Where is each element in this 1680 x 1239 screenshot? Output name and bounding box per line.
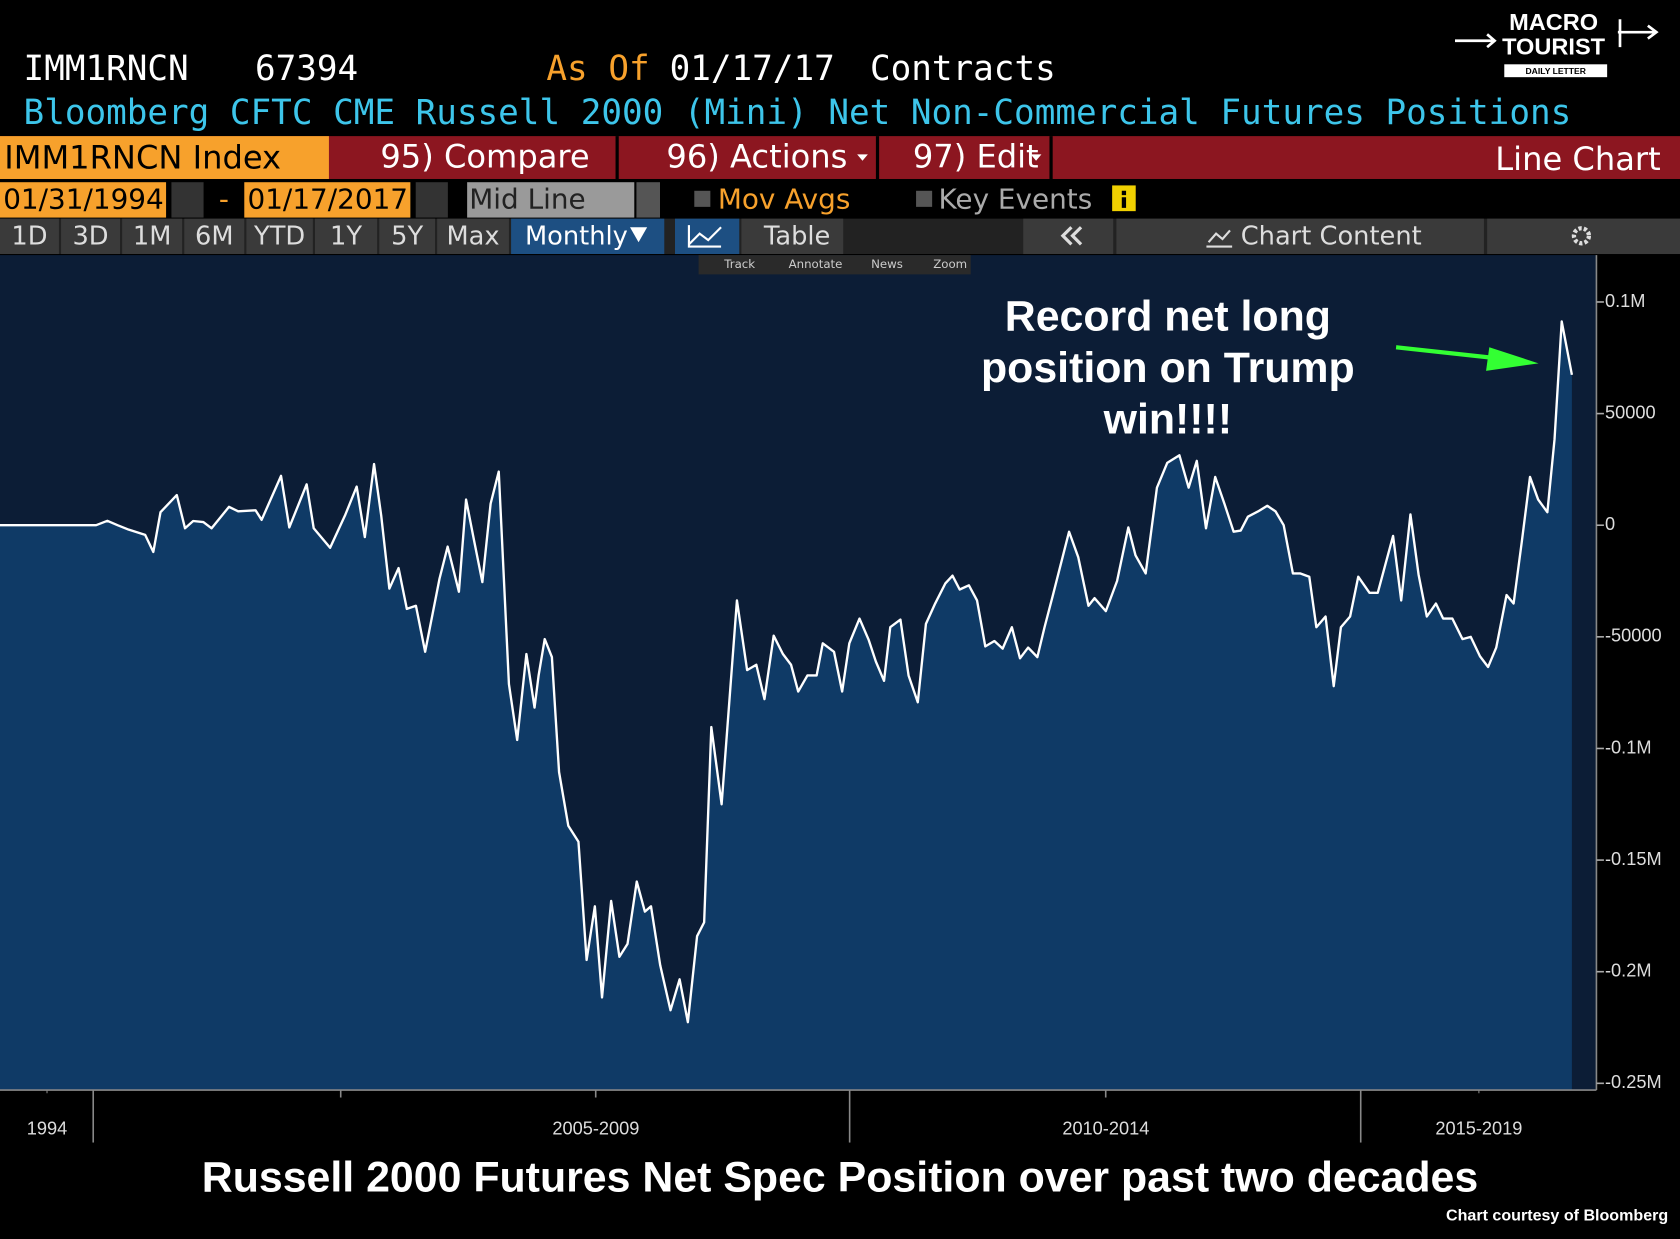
as-of: As Of: [546, 49, 649, 89]
end-date[interactable]: 01/17/2017: [248, 182, 409, 215]
annotation-arrowhead: [1486, 347, 1539, 371]
tool-bar-bg: [698, 255, 971, 275]
x-tick-label: 2010-2014: [1062, 1118, 1149, 1138]
logo: MACRO TOURIST DAILY LETTER: [1455, 9, 1659, 78]
period[interactable]: 1D: [11, 221, 47, 251]
period-button[interactable]: [379, 218, 435, 255]
area: [0, 321, 1572, 1091]
start-date[interactable]: 01/31/1994: [3, 182, 164, 215]
period[interactable]: 1M: [133, 221, 172, 251]
chart: 0.1M 50000 0 -50000 -0.1M -0.15M -0.2M -0.25M 19…: [0, 255, 1662, 1138]
mid-line[interactable]: Mid Line: [469, 182, 585, 215]
checkbox[interactable]: [694, 190, 711, 207]
settings-button[interactable]: [1487, 218, 1680, 255]
checkbox[interactable]: [916, 190, 933, 207]
table-button[interactable]: [741, 218, 844, 255]
y-tick-label: -0.1M: [1605, 737, 1652, 757]
header: IMM1RNCN 67394 As Of 01/17/17 Contracts …: [24, 49, 1572, 133]
chart-content-icon: [1206, 229, 1233, 248]
chart-view-button[interactable]: [675, 218, 740, 255]
credit: Chart courtesy of Bloomberg: [1446, 1207, 1668, 1225]
x-tick-label: 1994: [27, 1118, 67, 1138]
collapse-icon: [1060, 226, 1083, 246]
menu-item[interactable]: 96) Actions: [666, 138, 847, 176]
logo-band: [1504, 64, 1608, 78]
security[interactable]: IMM1RNCN Index: [4, 139, 281, 177]
chart-icon: [687, 225, 722, 248]
annotation-arrow: [1395, 345, 1495, 361]
tool[interactable]: Annotate: [789, 257, 843, 271]
date-input[interactable]: [244, 182, 411, 218]
menu-item[interactable]: 95) Compare: [380, 138, 589, 176]
y-tick-label: -50000: [1605, 626, 1662, 646]
y-tick-label: 50000: [1605, 402, 1656, 422]
period-button[interactable]: [61, 218, 120, 255]
period-button[interactable]: [246, 218, 313, 255]
select-arrow[interactable]: [636, 182, 660, 218]
date-row: 01/31/1994 - 01/17/2017 Mid Line Mov Avg…: [0, 182, 1136, 218]
view-name: Line Chart: [1495, 140, 1660, 178]
mid-line-select[interactable]: [467, 182, 635, 218]
period[interactable]: 3D: [72, 221, 108, 251]
period-row: 1D 3D 1M 6M YTD 1Y 5Y Max Monthly Table Chart C…: [0, 218, 1680, 255]
y-tick-label: -0.25M: [1605, 1072, 1662, 1092]
gear-icon: [1571, 226, 1592, 246]
period[interactable]: 6M: [195, 221, 234, 251]
dropdown-icon: [630, 227, 648, 243]
chart-title: Russell 2000 Futures Net Spec Position o…: [202, 1153, 1478, 1201]
as-of-date: 01/17/17: [670, 49, 835, 89]
chart-content[interactable]: Chart Content: [1241, 221, 1422, 251]
security-box[interactable]: [0, 136, 329, 179]
x-tick-label: 2005-2009: [552, 1118, 639, 1138]
logo-arrows: [1455, 19, 1659, 49]
period[interactable]: YTD: [253, 221, 305, 251]
logo-text: MACRO: [1509, 9, 1598, 35]
units: Contracts: [870, 49, 1056, 89]
period[interactable]: 1Y: [330, 221, 362, 251]
frequency[interactable]: Monthly: [525, 221, 628, 251]
table[interactable]: Table: [763, 221, 830, 251]
tool[interactable]: Zoom: [933, 257, 967, 271]
chart-content-button[interactable]: [1116, 218, 1484, 255]
y-tick-label: -0.2M: [1605, 961, 1652, 981]
menu-bar: IMM1RNCN Index 95) Compare 96) Actions 9…: [0, 136, 1680, 179]
info-glyph: [1121, 190, 1127, 208]
period-button[interactable]: [315, 218, 378, 255]
period-button[interactable]: [122, 218, 183, 255]
period[interactable]: Max: [446, 221, 499, 251]
annotation: Record net long: [1005, 293, 1331, 341]
logo-text: TOURIST: [1502, 33, 1606, 59]
period[interactable]: 5Y: [391, 221, 423, 251]
line: [0, 320, 1574, 1024]
annotation: position on Trump: [981, 344, 1355, 392]
menu-item[interactable]: 97) Edit: [913, 138, 1039, 176]
period-button[interactable]: [0, 218, 59, 255]
description: Bloomberg CFTC CME Russell 2000 (Mini) N…: [24, 93, 1572, 133]
y-tick-label: 0.1M: [1605, 291, 1645, 311]
x-axis-dividers: [92, 1090, 1362, 1143]
logo-text: DAILY LETTER: [1526, 66, 1587, 76]
tool-bar: Track Annotate News Zoom: [698, 255, 971, 275]
calendar-button[interactable]: [171, 182, 204, 218]
period-button[interactable]: [437, 218, 509, 255]
date-separator: -: [219, 182, 229, 215]
last-value: 67394: [255, 49, 358, 89]
period-button[interactable]: [184, 218, 245, 255]
collapse-button[interactable]: [1023, 218, 1114, 255]
mov-avgs[interactable]: Mov Avgs: [718, 182, 851, 215]
date-input[interactable]: [0, 182, 167, 218]
ticker: IMM1RNCN: [24, 49, 189, 89]
tool[interactable]: Track: [723, 257, 755, 271]
period-buttons: 1D 3D 1M 6M YTD 1Y 5Y Max: [0, 218, 509, 255]
key-events[interactable]: Key Events: [939, 182, 1093, 215]
tool[interactable]: News: [871, 257, 903, 271]
x-tick-label: 2015-2019: [1435, 1118, 1522, 1138]
y-tick-label: 0: [1605, 514, 1615, 534]
y-tick-label: -0.15M: [1605, 849, 1662, 869]
calendar-button[interactable]: [415, 182, 448, 218]
annotation: win!!!!: [1103, 396, 1232, 444]
